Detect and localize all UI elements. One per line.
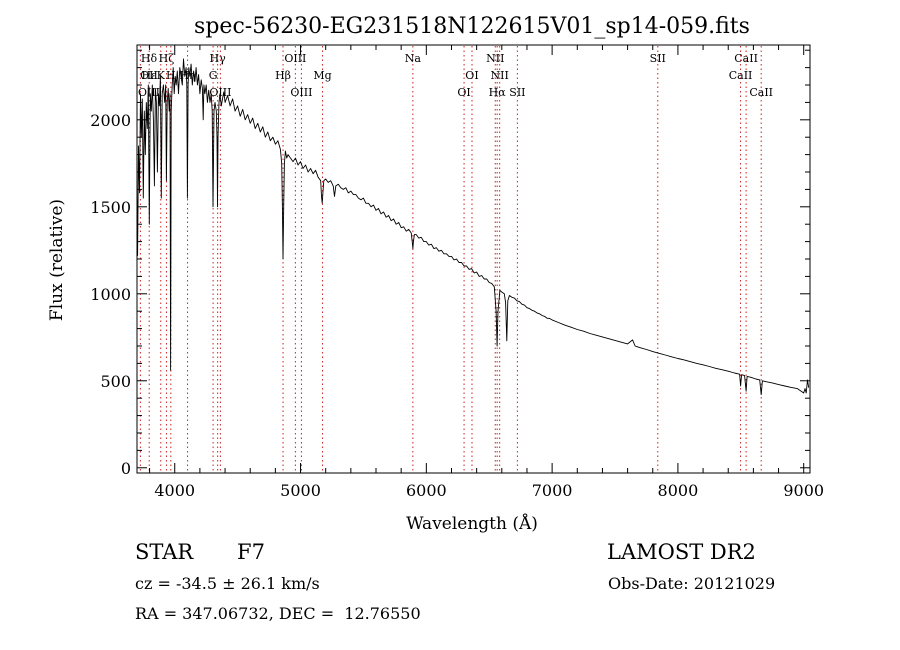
spectrum-series-line — [136, 58, 810, 396]
marker-label-10: OIII — [209, 86, 231, 99]
y-tick-label-1: 500 — [100, 372, 131, 391]
x-tick-label-1: 5000 — [280, 481, 321, 500]
marker-label-1: OII — [140, 69, 158, 82]
marker-label-14: Mg — [313, 69, 331, 82]
observation-date: Obs-Date: 20121029 — [608, 574, 776, 593]
coordinates-readout: RA = 347.06732, DEC = 12.76550 — [135, 604, 421, 623]
marker-label-17: OI — [465, 69, 478, 82]
marker-label-21: SII — [509, 86, 525, 99]
x-tick-label-4: 8000 — [658, 481, 699, 500]
x-tick-label-3: 7000 — [532, 481, 573, 500]
y-tick-label-0: 0 — [121, 459, 131, 478]
redshift-readout: cz = -34.5 ± 26.1 km/s — [135, 574, 320, 593]
x-tick-label-2: 6000 — [406, 481, 447, 500]
marker-label-15: Na — [405, 52, 422, 65]
marker-label-22: SII — [650, 52, 666, 65]
marker-label-0: Hδ — [141, 52, 158, 65]
marker-label-9: G — [209, 69, 218, 82]
marker-label-18: NII — [486, 52, 504, 65]
marker-label-6: H — [166, 69, 176, 82]
marker-label-25: CaII — [749, 86, 773, 99]
y-axis: 0 500 1000 1500 2000 — [90, 49, 810, 478]
object-subclass: F7 — [237, 540, 265, 564]
marker-label-3: Hε — [142, 69, 158, 82]
x-tick-label-0: 4000 — [154, 481, 195, 500]
x-axis-label: Wavelength (Å) — [406, 513, 538, 534]
marker-label-16: OI — [457, 86, 470, 99]
y-tick-label-3: 1500 — [90, 198, 131, 217]
marker-label-23: CaII — [734, 52, 758, 65]
marker-label-11: OIII — [284, 52, 306, 65]
marker-label-5: Hζ — [159, 52, 175, 65]
x-axis: 4000 5000 6000 7000 8000 9000 — [149, 45, 824, 500]
y-axis-label: Flux (relative) — [47, 199, 67, 321]
object-class: STAR — [135, 540, 194, 564]
marker-label-4: K — [157, 69, 166, 82]
y-tick-label-4: 2000 — [90, 111, 131, 130]
plot-frame — [136, 44, 811, 474]
marker-label-13: OIII — [290, 86, 312, 99]
data-release: LAMOST DR2 — [607, 540, 756, 564]
marker-label-8: Hγ — [210, 52, 227, 65]
chart-title: spec-56230-EG231518N122615V01_sp14-059.f… — [194, 14, 750, 39]
marker-label-24: CaII — [729, 69, 753, 82]
y-tick-label-2: 1000 — [90, 285, 131, 304]
marker-label-12: Hβ — [275, 69, 291, 82]
marker-label-20: Hα — [489, 86, 507, 99]
marker-label-19: NII — [491, 69, 509, 82]
x-tick-label-5: 9000 — [783, 481, 824, 500]
